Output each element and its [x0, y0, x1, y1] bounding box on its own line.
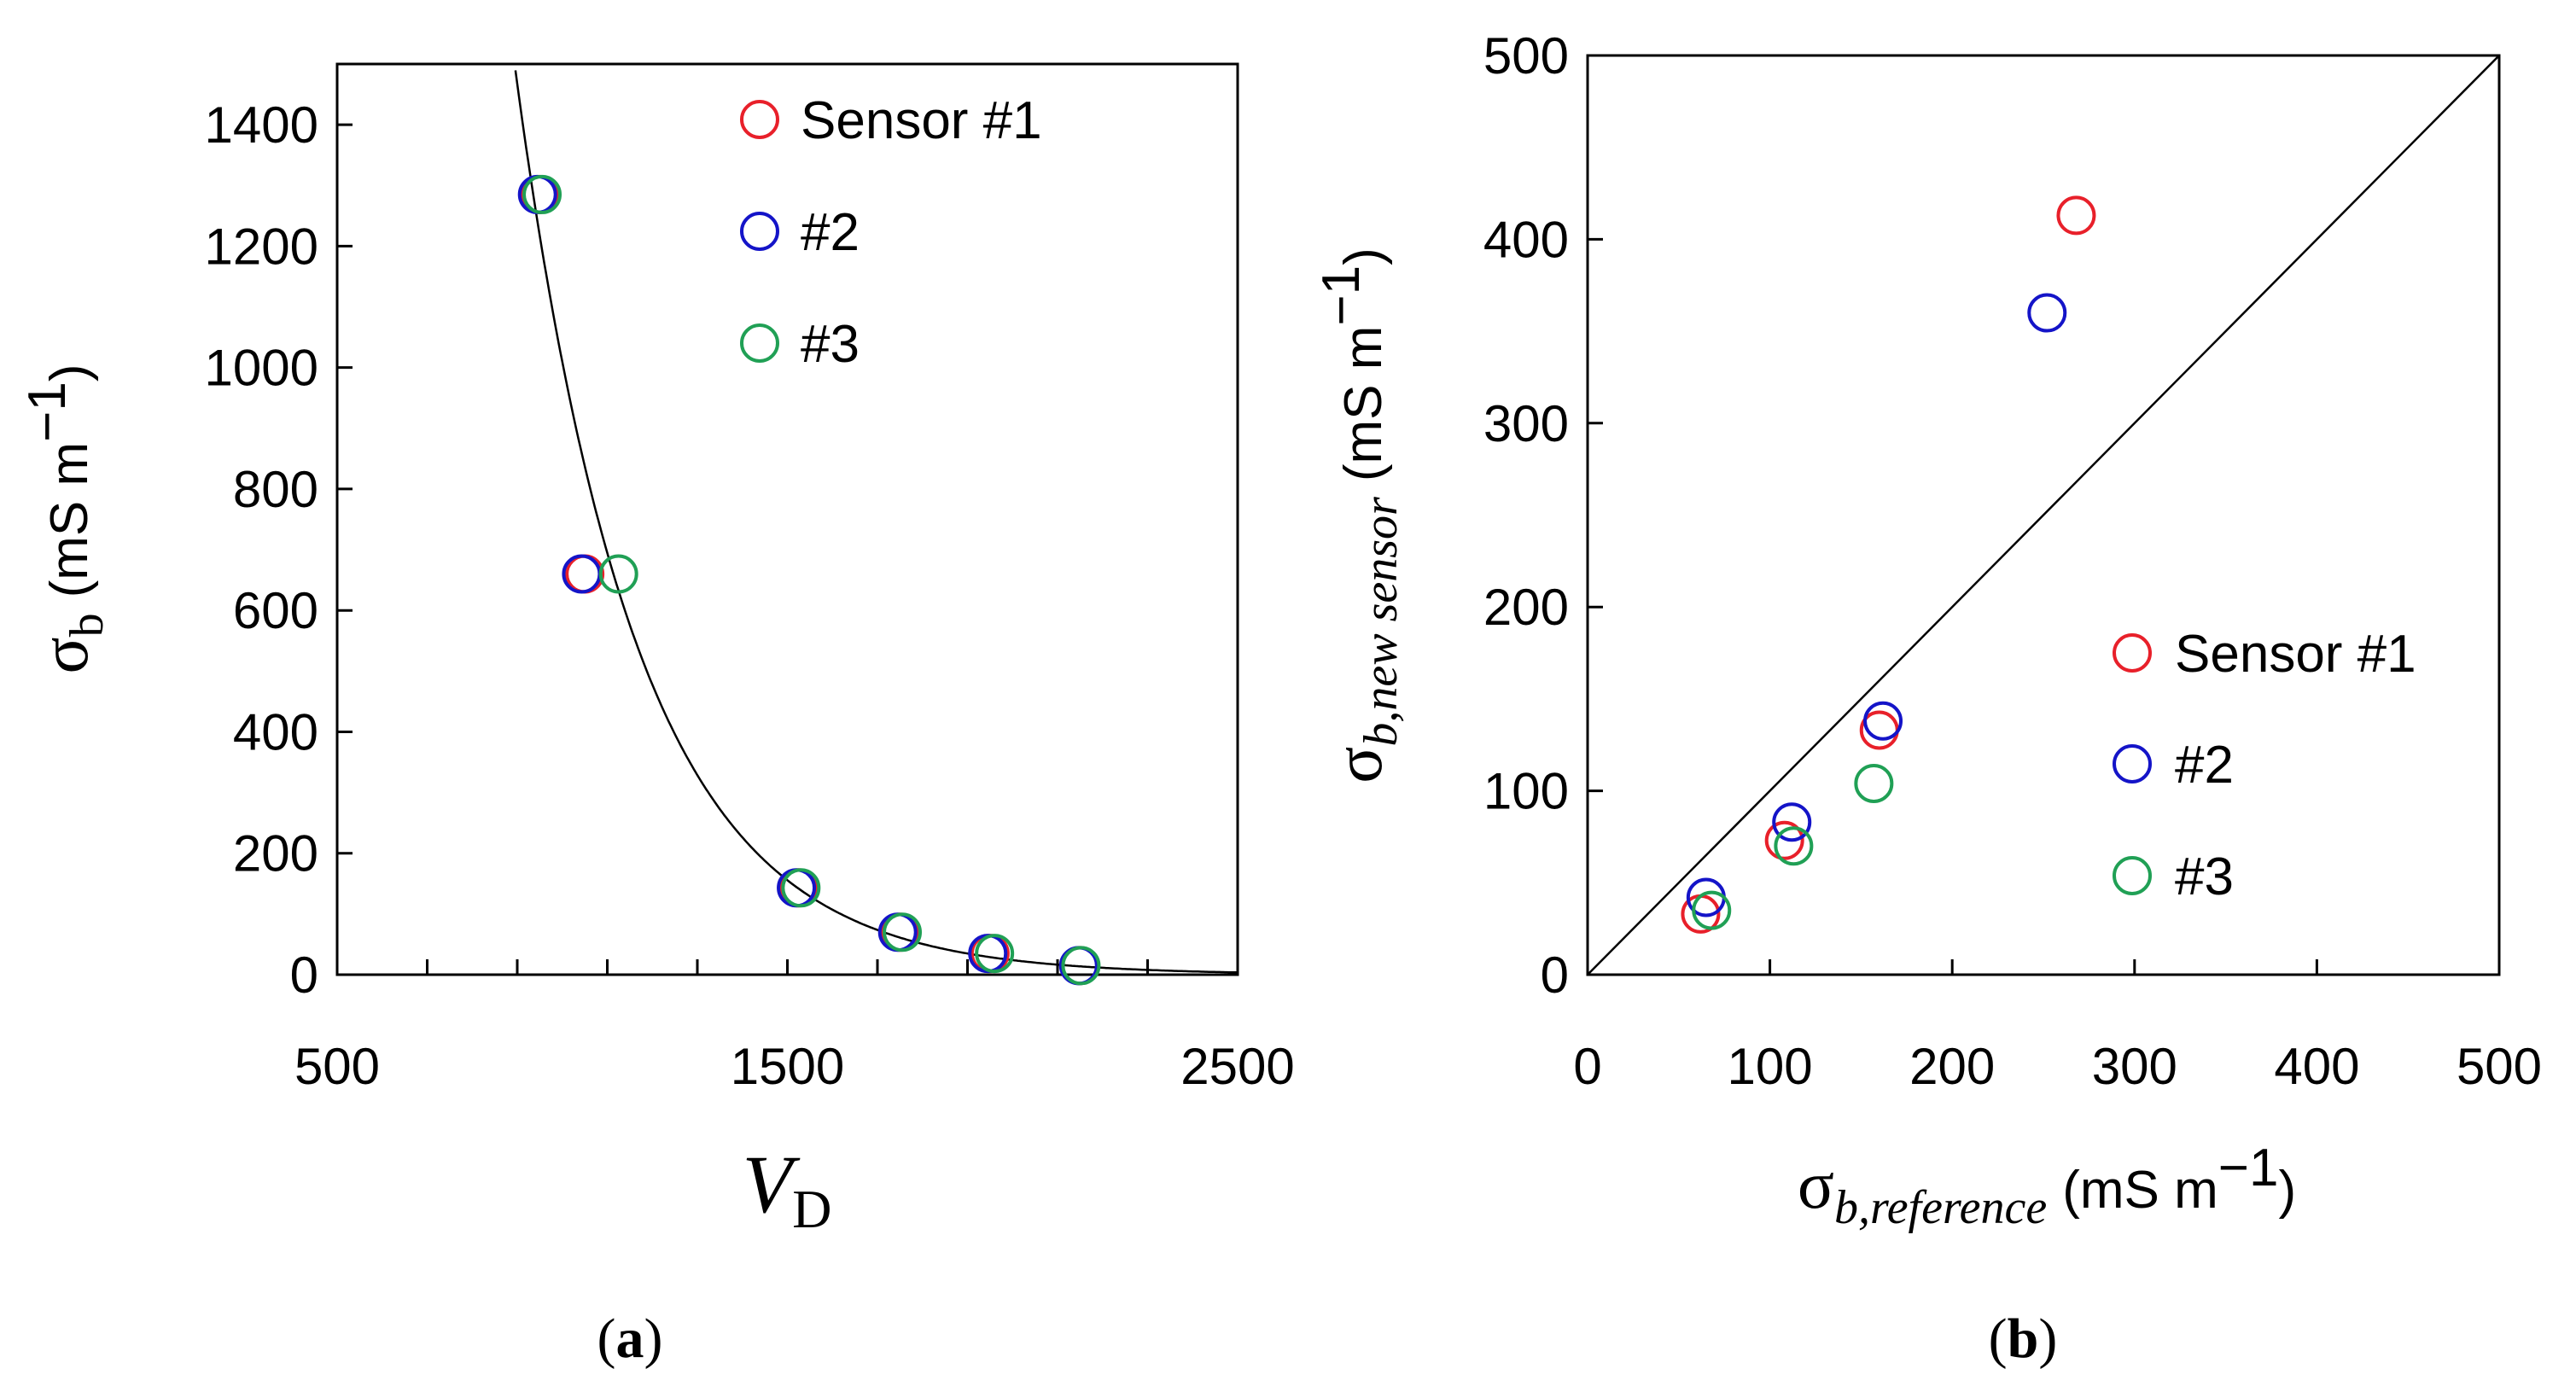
ylabel-unit-close: ) [1334, 248, 1393, 265]
panel-b-label-open: ( [1989, 1308, 2008, 1370]
ylabel-unit: (mS m [1334, 326, 1393, 482]
panel-a-legend: Sensor #1 #2 #3 [740, 91, 1042, 374]
ylabel-symbol: σ [27, 637, 102, 673]
y-tick-label: 1000 [205, 340, 318, 397]
data-point-sensor1 [565, 554, 605, 594]
panel-a-label-open: ( [597, 1308, 616, 1370]
legend-marker-sensor3 [740, 323, 779, 363]
xlabel-unit: (mS m [2062, 1161, 2218, 1220]
legend-label-sensor3: #3 [801, 315, 860, 374]
xlabel-subscript: D [792, 1179, 831, 1239]
legend-marker-sensor2 [740, 212, 779, 251]
data-point-sensor1 [1764, 820, 1804, 860]
data-point-sensor3 [1061, 946, 1101, 986]
data-point-sensor2 [1772, 802, 1812, 842]
y-tick-label: 0 [290, 947, 318, 1004]
ylabel-unit-close: ) [40, 364, 99, 382]
legend-marker-sensor2 [2113, 744, 2152, 783]
panel-b-label-close: ) [2038, 1308, 2057, 1370]
y-tick-label: 200 [1483, 579, 1569, 636]
y-tick-label: 1400 [205, 96, 318, 154]
legend-label-sensor2: #2 [801, 203, 860, 262]
xlabel-unit-close: ) [2278, 1161, 2296, 1220]
x-tick-label: 2500 [1180, 1038, 1294, 1095]
legend-marker-sensor3 [2113, 856, 2152, 895]
y-tick-label: 500 [1483, 27, 1569, 84]
legend-label-sensor1: Sensor #1 [801, 91, 1042, 150]
xlabel-symbol: V [743, 1139, 801, 1230]
data-point-sensor3 [1854, 763, 1894, 803]
x-tick-label: 400 [2274, 1038, 2359, 1095]
data-point-sensor3 [598, 554, 638, 594]
y-tick-label: 200 [233, 825, 318, 882]
panel-a: 0 200 400 600 800 1000 1200 1400 500 1500 2500 Sen… [18, 62, 1295, 1370]
ylabel-unit: (mS m [40, 442, 99, 598]
y-tick-label: 0 [1541, 947, 1569, 1004]
panel-b-label-letter: b [2008, 1308, 2039, 1370]
data-point-sensor2 [562, 554, 602, 594]
xlabel-subscript: b,reference [1834, 1181, 2047, 1234]
panel-b-legend: Sensor #1 #2 #3 [2113, 625, 2416, 906]
panel-b-points [1681, 195, 2096, 934]
y-tick-label: 800 [233, 461, 318, 518]
x-tick-label: 0 [1573, 1038, 1601, 1095]
panel-b-ticks: 0 100 200 300 400 500 0 100 200 300 400 500 [1483, 27, 2542, 1095]
ylabel-subscript: b [61, 613, 114, 637]
data-point-sensor3 [781, 868, 821, 908]
xlabel-unit-exp: −1 [2218, 1139, 2279, 1197]
data-point-sensor3 [883, 912, 923, 952]
data-point-sensor2 [1863, 701, 1903, 741]
panel-a-ylabel: σb (mS m−1) [18, 364, 114, 673]
one-to-one-line [1587, 55, 2500, 976]
panel-b-xlabel: σb,reference (mS m−1) [1798, 1139, 2296, 1234]
legend-label-sensor3: #3 [2175, 848, 2234, 906]
panel-b-label: (b) [1989, 1308, 2058, 1370]
legend-marker-sensor1 [740, 100, 779, 139]
x-tick-label: 500 [2457, 1038, 2542, 1095]
data-point-sensor3 [522, 174, 562, 214]
x-tick-label: 1500 [731, 1038, 844, 1095]
panel-a-curve-group [514, 70, 1238, 974]
ylabel-symbol: σ [1321, 747, 1396, 783]
panel-b-plot-frame [1586, 54, 2501, 976]
x-tick-label: 200 [1909, 1038, 1995, 1095]
data-point-sensor3 [1692, 890, 1732, 930]
legend-marker-sensor1 [2113, 633, 2152, 673]
panel-a-label-close: ) [644, 1308, 663, 1370]
y-tick-label: 400 [233, 703, 318, 760]
panel-a-ticks: 0 200 400 600 800 1000 1200 1400 500 1500 2500 [205, 96, 1295, 1095]
data-point-sensor1 [2056, 195, 2096, 236]
panel-a-plot-frame [335, 62, 1239, 976]
panel-b: 0 100 200 300 400 500 0 100 200 300 400 500 Sensor … [1312, 27, 2542, 1370]
ylabel-subscript: b,new sensor [1355, 497, 1407, 747]
xlabel-symbol: σ [1798, 1148, 1834, 1223]
y-tick-label: 100 [1483, 763, 1569, 820]
y-tick-label: 300 [1483, 395, 1569, 452]
legend-label-sensor2: #2 [2175, 736, 2234, 795]
data-point-sensor2 [2027, 293, 2067, 333]
x-tick-label: 100 [1728, 1038, 1813, 1095]
x-tick-label: 300 [2092, 1038, 2177, 1095]
y-tick-label: 400 [1483, 211, 1569, 268]
y-tick-label: 600 [233, 582, 318, 639]
x-tick-label: 500 [294, 1038, 380, 1095]
panel-a-label: (a) [597, 1308, 663, 1370]
legend-label-sensor1: Sensor #1 [2175, 625, 2416, 684]
panel-a-label-letter: a [616, 1308, 644, 1370]
panel-b-ylabel: σb,new sensor (mS m−1) [1312, 248, 1407, 783]
data-point-sensor3 [1774, 826, 1814, 866]
y-tick-label: 1200 [205, 218, 318, 275]
fit-curve [514, 70, 1238, 974]
ylabel-unit-exp: −1 [18, 382, 77, 442]
panel-a-xlabel: VD [743, 1139, 832, 1239]
ylabel-unit-exp: −1 [1312, 265, 1371, 326]
panel-a-points [517, 174, 1101, 986]
data-point-sensor3 [975, 934, 1015, 974]
